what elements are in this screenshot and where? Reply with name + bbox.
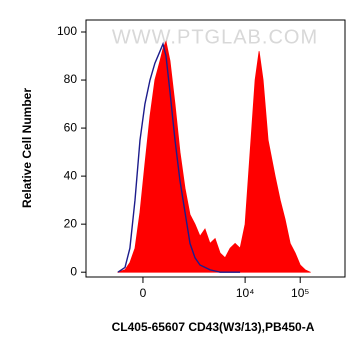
y-tick-label: 40 xyxy=(64,168,78,182)
y-tick-label: 60 xyxy=(64,120,78,134)
watermark: WWW.PTGLAB.COM xyxy=(112,26,318,48)
y-tick-label: 20 xyxy=(64,216,78,230)
histogram-area xyxy=(117,40,311,273)
x-axis-title: CL405-65607 CD43(W3/13),PB450-A xyxy=(112,320,315,334)
y-axis-title: Relative Cell Number xyxy=(20,88,34,208)
y-tick-label: 80 xyxy=(64,72,78,86)
x-tick-label: 0 xyxy=(140,286,147,300)
y-tick-label: 100 xyxy=(57,24,77,38)
histogram-line xyxy=(117,41,241,273)
y-tick-label: 0 xyxy=(70,264,77,278)
plot-frame xyxy=(85,19,346,278)
x-tick-label: 10⁴ xyxy=(236,286,255,300)
x-tick-label: 10⁵ xyxy=(291,286,309,300)
